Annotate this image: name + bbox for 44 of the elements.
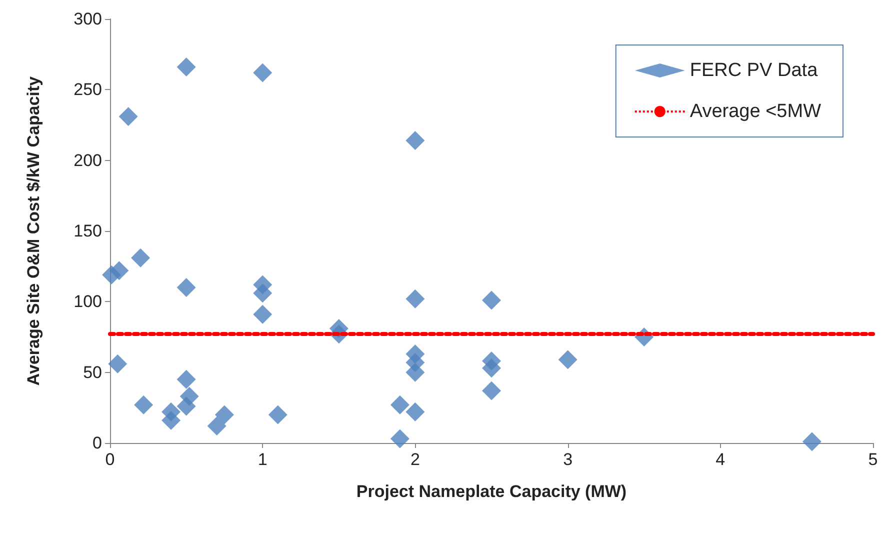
point [131,248,150,268]
point [253,284,272,303]
point [482,290,501,310]
point [406,362,425,382]
legend-label: Average <5MW [690,101,822,122]
y-tick-label: 100 [74,292,102,312]
y-tick-label: 150 [74,222,102,240]
point [180,386,199,406]
point [207,416,226,436]
x-tick-label: 0 [105,450,115,469]
point [118,107,138,126]
x-tick-label: 2 [410,450,420,469]
point [482,358,501,378]
point [176,278,196,298]
y-tick-label: 250 [74,80,102,100]
point [162,410,181,430]
point [108,354,128,374]
legend-label: FERC PV Data [690,60,818,81]
point [134,395,154,414]
point [268,405,288,424]
point [390,429,410,448]
x-tick-label: 1 [258,450,268,469]
x-tick-label: 4 [716,450,726,469]
x-axis-title: Project Nameplate Capacity (MW) [356,482,627,501]
point [176,370,196,389]
y-axis-title: Average Site O&M Cost $/kW Capacity [24,76,43,386]
point [390,395,410,414]
y-tick-label: 300 [74,10,102,28]
point [482,381,501,400]
point [253,304,272,324]
y-tick-label: 200 [74,150,102,170]
point [406,289,425,308]
point [406,402,425,422]
y-tick-label: 50 [83,362,102,382]
point [253,63,272,82]
point [802,432,822,452]
point [558,350,578,370]
x-tick-label: 5 [868,450,878,469]
point [214,405,234,424]
y-tick-label: 0 [92,434,102,452]
x-tick-label: 3 [563,450,573,469]
point [176,58,196,77]
point [406,131,425,150]
point [110,261,129,280]
